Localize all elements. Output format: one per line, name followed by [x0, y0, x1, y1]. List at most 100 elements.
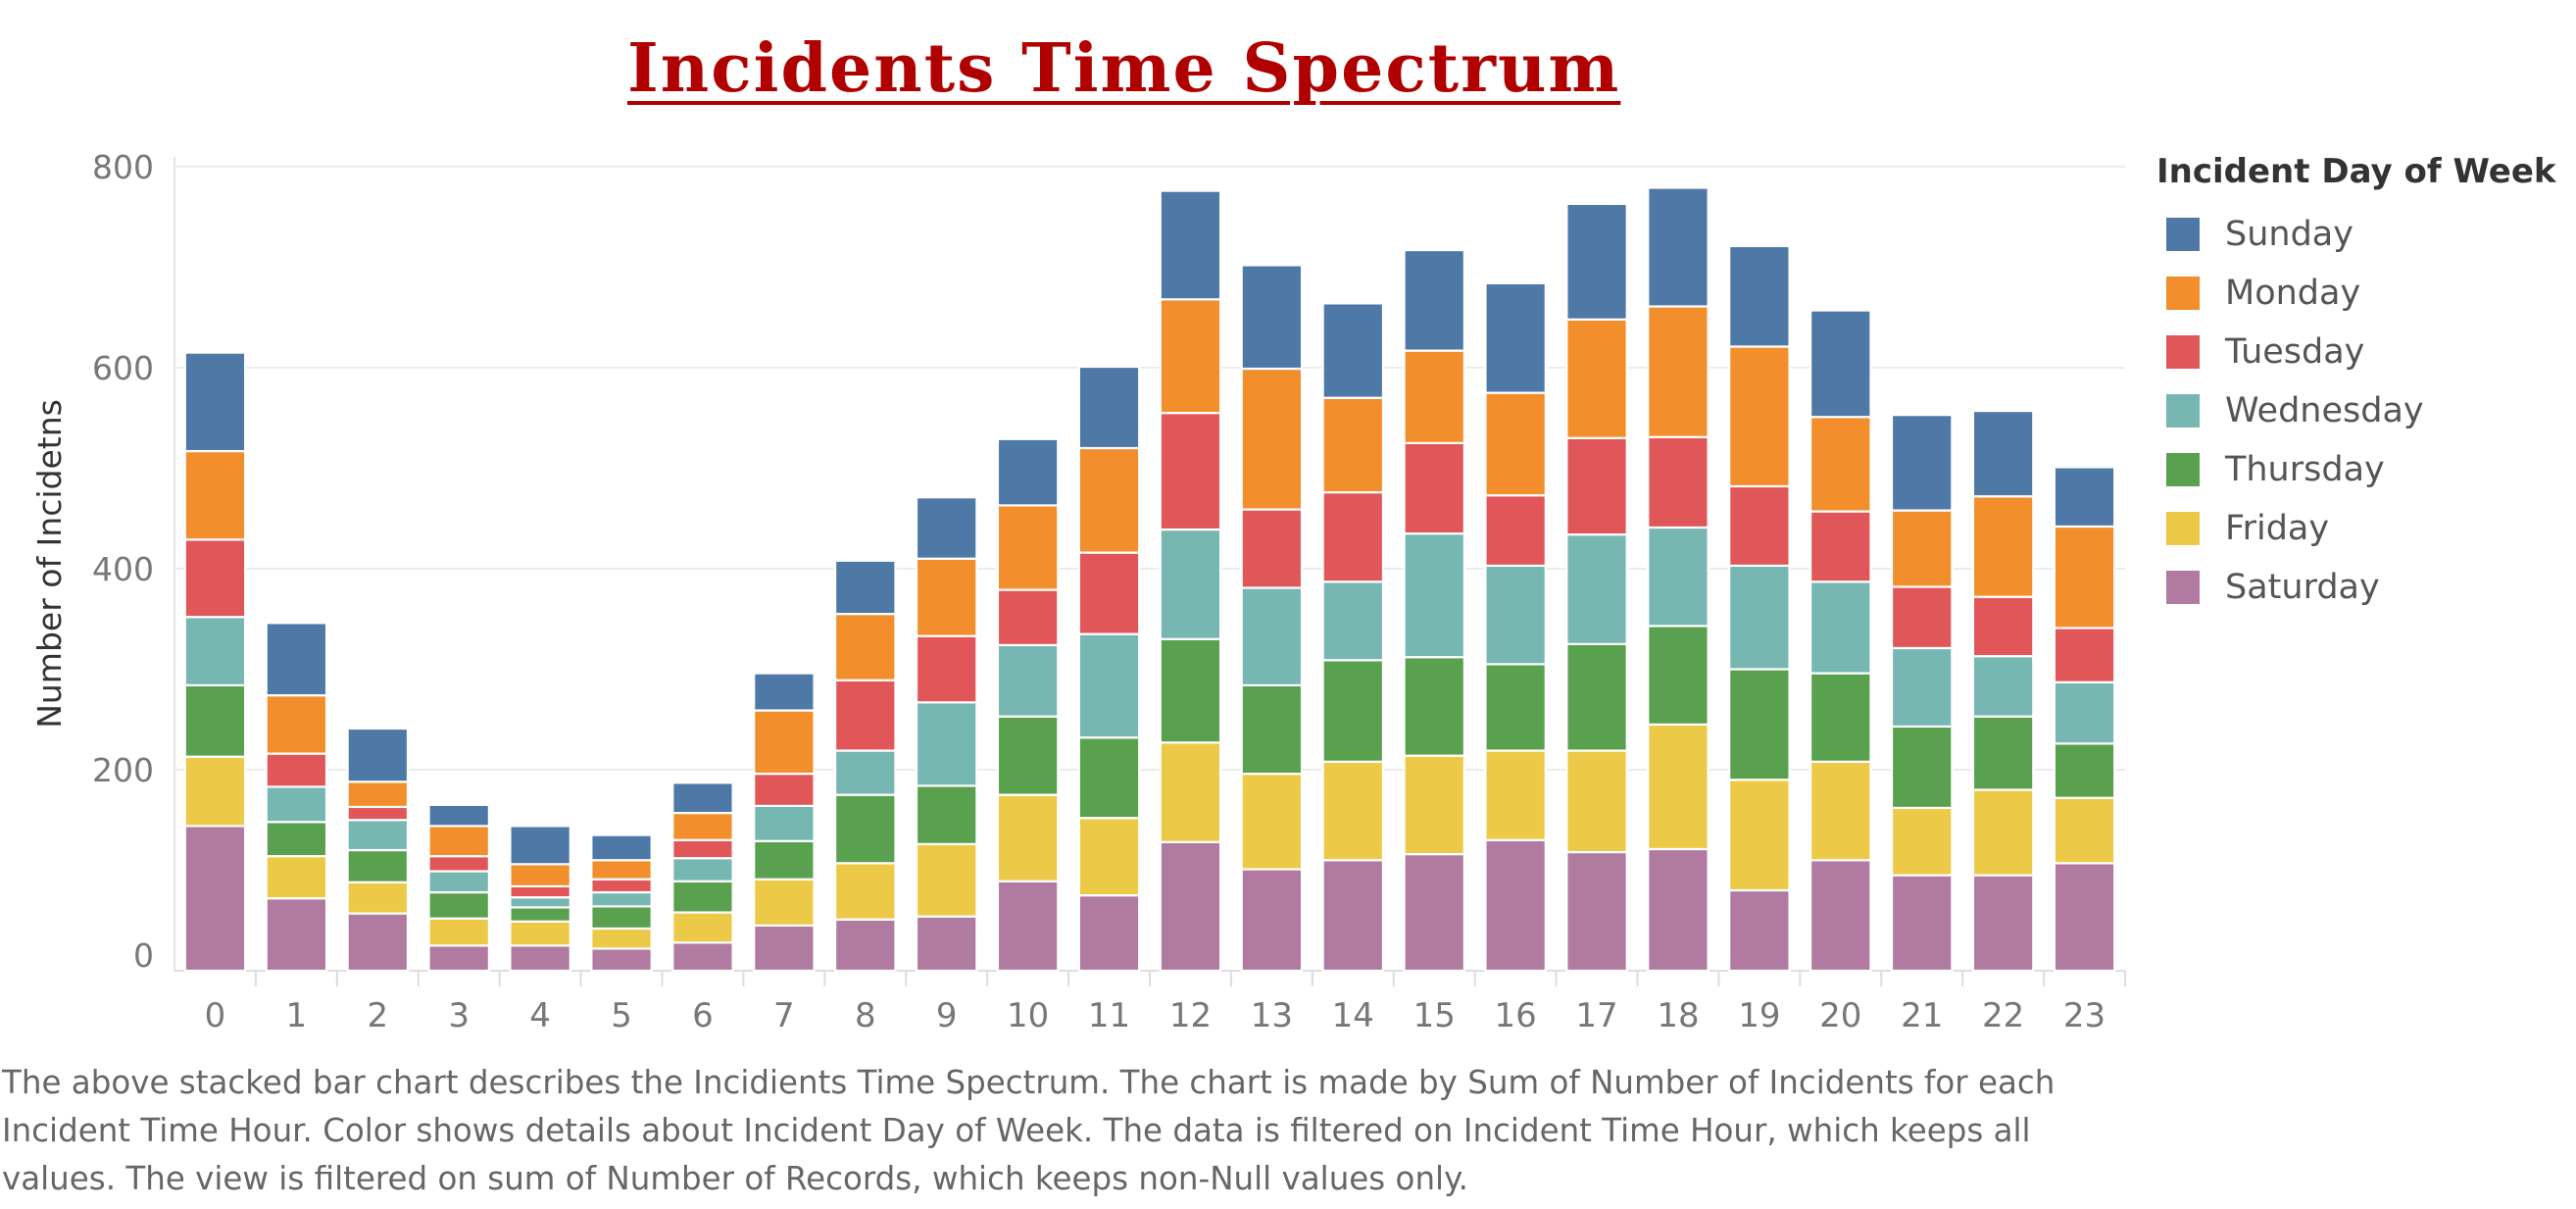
bar-segment-sunday-hour-7[interactable] — [753, 672, 816, 712]
bar-segment-monday-hour-0[interactable] — [183, 449, 247, 541]
legend-item-tuesday[interactable]: Tuesday — [2156, 323, 2568, 381]
bar-segment-saturday-hour-16[interactable] — [1484, 838, 1547, 973]
bar-segment-friday-hour-23[interactable] — [2053, 796, 2116, 865]
bar-segment-sunday-hour-16[interactable] — [1484, 281, 1547, 394]
bar-segment-saturday-hour-18[interactable] — [1647, 847, 1709, 973]
bar-segment-sunday-hour-3[interactable] — [427, 803, 490, 828]
bar-segment-friday-hour-6[interactable] — [671, 911, 734, 944]
bar-segment-monday-hour-16[interactable] — [1484, 391, 1547, 497]
bar-segment-sunday-hour-8[interactable] — [834, 559, 897, 616]
bar-segment-saturday-hour-7[interactable] — [753, 924, 816, 973]
bar-segment-wednesday-hour-0[interactable] — [183, 616, 247, 687]
bar-segment-sunday-hour-20[interactable] — [1809, 309, 1872, 419]
bar-segment-tuesday-hour-15[interactable] — [1403, 441, 1465, 535]
bar-segment-saturday-hour-9[interactable] — [915, 915, 978, 973]
bar-segment-friday-hour-12[interactable] — [1159, 741, 1222, 843]
bar-segment-sunday-hour-6[interactable] — [671, 781, 734, 815]
bar-segment-thursday-hour-5[interactable] — [590, 905, 653, 931]
bar-segment-friday-hour-0[interactable] — [183, 755, 247, 828]
bar-segment-wednesday-hour-11[interactable] — [1077, 632, 1141, 739]
bar-segment-wednesday-hour-15[interactable] — [1403, 532, 1465, 659]
bar-segment-wednesday-hour-16[interactable] — [1484, 564, 1547, 666]
bar-segment-sunday-hour-23[interactable] — [2053, 466, 2116, 529]
bar-segment-saturday-hour-14[interactable] — [1321, 859, 1385, 973]
bar-segment-saturday-hour-6[interactable] — [671, 941, 734, 973]
legend-item-saturday[interactable]: Saturday — [2156, 558, 2568, 617]
bar-segment-thursday-hour-15[interactable] — [1403, 656, 1465, 757]
bar-segment-saturday-hour-13[interactable] — [1240, 868, 1304, 973]
bar-segment-wednesday-hour-21[interactable] — [1890, 646, 1954, 729]
bar-segment-tuesday-hour-7[interactable] — [753, 772, 816, 807]
bar-segment-wednesday-hour-7[interactable] — [753, 804, 816, 842]
bar-segment-tuesday-hour-4[interactable] — [509, 884, 571, 899]
bar-segment-friday-hour-7[interactable] — [753, 878, 816, 927]
bar-segment-sunday-hour-12[interactable] — [1159, 189, 1222, 301]
bar-segment-sunday-hour-22[interactable] — [1971, 409, 2035, 498]
bar-segment-tuesday-hour-12[interactable] — [1159, 412, 1222, 531]
bar-segment-tuesday-hour-9[interactable] — [915, 634, 978, 704]
bar-segment-sunday-hour-13[interactable] — [1240, 264, 1304, 371]
bar-segment-saturday-hour-20[interactable] — [1809, 859, 1872, 973]
bar-segment-monday-hour-12[interactable] — [1159, 298, 1222, 415]
bar-segment-friday-hour-21[interactable] — [1890, 806, 1954, 877]
bar-segment-tuesday-hour-20[interactable] — [1809, 510, 1872, 583]
bar-segment-friday-hour-22[interactable] — [1971, 788, 2035, 877]
bar-segment-thursday-hour-4[interactable] — [509, 906, 571, 923]
bar-segment-saturday-hour-23[interactable] — [2053, 862, 2116, 973]
bar-segment-saturday-hour-15[interactable] — [1403, 852, 1465, 973]
bar-segment-sunday-hour-1[interactable] — [265, 622, 328, 697]
bar-segment-monday-hour-18[interactable] — [1647, 305, 1709, 438]
legend-item-wednesday[interactable]: Wednesday — [2156, 381, 2568, 440]
bar-segment-tuesday-hour-10[interactable] — [996, 588, 1060, 647]
bar-segment-tuesday-hour-16[interactable] — [1484, 494, 1547, 568]
bar-segment-monday-hour-9[interactable] — [915, 557, 978, 637]
bar-segment-monday-hour-17[interactable] — [1565, 318, 1628, 439]
bar-segment-friday-hour-10[interactable] — [996, 793, 1060, 882]
bar-segment-wednesday-hour-17[interactable] — [1565, 533, 1628, 645]
bar-segment-monday-hour-13[interactable] — [1240, 367, 1304, 511]
bar-segment-tuesday-hour-6[interactable] — [671, 838, 734, 860]
bar-segment-thursday-hour-1[interactable] — [265, 821, 328, 858]
bar-segment-thursday-hour-21[interactable] — [1890, 725, 1954, 810]
bar-segment-monday-hour-6[interactable] — [671, 811, 734, 841]
bar-segment-sunday-hour-21[interactable] — [1890, 414, 1954, 512]
bar-segment-thursday-hour-20[interactable] — [1809, 672, 1872, 763]
bar-segment-friday-hour-8[interactable] — [834, 862, 897, 921]
bar-segment-monday-hour-3[interactable] — [427, 825, 490, 858]
bar-segment-friday-hour-17[interactable] — [1565, 749, 1628, 854]
bar-segment-monday-hour-22[interactable] — [1971, 495, 2035, 598]
bar-segment-saturday-hour-0[interactable] — [183, 825, 247, 973]
bar-segment-thursday-hour-16[interactable] — [1484, 663, 1547, 752]
bar-segment-friday-hour-5[interactable] — [590, 927, 653, 950]
bar-segment-thursday-hour-17[interactable] — [1565, 642, 1628, 752]
bar-segment-tuesday-hour-22[interactable] — [1971, 595, 2035, 658]
bar-segment-saturday-hour-17[interactable] — [1565, 850, 1628, 973]
bar-segment-friday-hour-2[interactable] — [346, 881, 410, 915]
bar-segment-friday-hour-18[interactable] — [1647, 723, 1709, 851]
bar-segment-wednesday-hour-18[interactable] — [1647, 526, 1709, 628]
bar-segment-tuesday-hour-19[interactable] — [1728, 484, 1791, 568]
bar-segment-tuesday-hour-2[interactable] — [346, 805, 410, 822]
bar-segment-wednesday-hour-3[interactable] — [427, 870, 490, 894]
bar-segment-thursday-hour-13[interactable] — [1240, 683, 1304, 776]
bar-segment-sunday-hour-0[interactable] — [183, 351, 247, 453]
bar-segment-monday-hour-7[interactable] — [753, 709, 816, 776]
bar-segment-monday-hour-23[interactable] — [2053, 525, 2116, 630]
bar-segment-monday-hour-15[interactable] — [1403, 349, 1465, 444]
bar-segment-thursday-hour-9[interactable] — [915, 784, 978, 845]
bar-segment-thursday-hour-0[interactable] — [183, 683, 247, 758]
bar-segment-saturday-hour-11[interactable] — [1077, 894, 1141, 973]
bar-segment-monday-hour-1[interactable] — [265, 694, 328, 755]
bar-segment-wednesday-hour-20[interactable] — [1809, 580, 1872, 675]
bar-segment-tuesday-hour-13[interactable] — [1240, 508, 1304, 589]
bar-segment-monday-hour-14[interactable] — [1321, 396, 1385, 494]
bar-segment-thursday-hour-6[interactable] — [671, 880, 734, 914]
bar-segment-tuesday-hour-21[interactable] — [1890, 585, 1954, 650]
bar-segment-thursday-hour-23[interactable] — [2053, 742, 2116, 799]
legend-item-thursday[interactable]: Thursday — [2156, 440, 2568, 499]
bar-segment-sunday-hour-18[interactable] — [1647, 186, 1709, 308]
bar-segment-thursday-hour-7[interactable] — [753, 839, 816, 881]
bar-segment-sunday-hour-19[interactable] — [1728, 244, 1791, 348]
bar-segment-thursday-hour-8[interactable] — [834, 793, 897, 865]
bar-segment-sunday-hour-14[interactable] — [1321, 302, 1385, 399]
